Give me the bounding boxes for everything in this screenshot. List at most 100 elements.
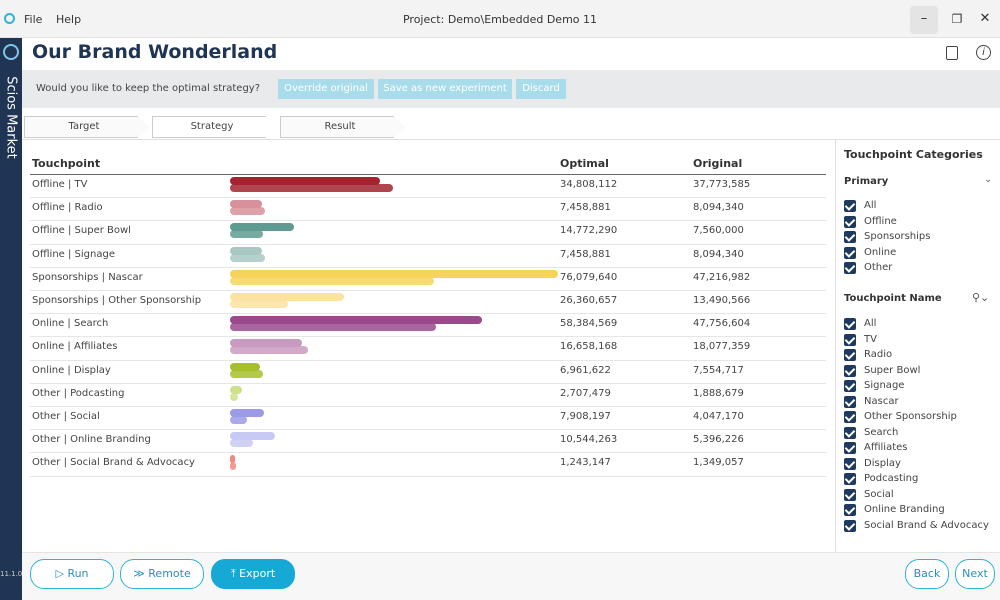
original-value: 13,490,566 bbox=[693, 295, 751, 306]
checkbox-label[interactable]: Search bbox=[864, 426, 899, 438]
info-icon[interactable]: i bbox=[976, 45, 991, 60]
original-bar bbox=[230, 207, 265, 216]
restore-button[interactable]: ❐ bbox=[951, 12, 963, 26]
original-value: 4,047,170 bbox=[693, 411, 744, 422]
tab[interactable] bbox=[152, 116, 278, 138]
checkbox[interactable] bbox=[844, 411, 856, 423]
checkbox[interactable] bbox=[844, 262, 856, 274]
checkbox-label[interactable]: Online Branding bbox=[864, 504, 945, 515]
checkbox-label[interactable]: Radio bbox=[864, 349, 893, 360]
optimal-bar bbox=[230, 200, 263, 209]
checkbox-label[interactable]: Offline bbox=[864, 215, 897, 227]
row-rule bbox=[30, 406, 826, 407]
prompt-button[interactable]: Save as new experiment bbox=[378, 79, 512, 99]
checkbox-label[interactable]: Signage bbox=[864, 380, 905, 391]
checkbox-label[interactable]: Sponsorships bbox=[864, 231, 931, 242]
filter-label: Touchpoint Name bbox=[844, 293, 942, 304]
optimal-bar bbox=[230, 455, 236, 464]
checkbox[interactable] bbox=[844, 333, 856, 346]
checkbox-label[interactable]: TV bbox=[864, 333, 877, 345]
original-value: 7,554,717 bbox=[693, 364, 744, 376]
checkbox-label[interactable]: All bbox=[864, 200, 877, 211]
header-rule bbox=[30, 174, 826, 175]
row-label: Offline | TV bbox=[32, 179, 88, 190]
button-label[interactable]: Remote bbox=[148, 567, 191, 580]
checkbox[interactable] bbox=[844, 426, 856, 439]
checkbox[interactable] bbox=[844, 364, 856, 377]
optimal-bar bbox=[230, 223, 294, 232]
row-label: Online | Affiliates bbox=[32, 341, 118, 353]
original-bar bbox=[230, 300, 289, 308]
button-label[interactable]: Run bbox=[67, 567, 89, 580]
minimize-button[interactable]: – bbox=[910, 6, 938, 34]
checkbox-label[interactable]: Online bbox=[864, 246, 897, 258]
checkbox-label[interactable]: Nascar bbox=[864, 395, 899, 407]
checkbox-label[interactable]: Display bbox=[864, 457, 901, 469]
prompt-button[interactable]: Override original bbox=[278, 79, 374, 99]
prompt-button[interactable]: Discard bbox=[516, 79, 566, 99]
header-icon[interactable] bbox=[946, 46, 958, 60]
checkbox-label[interactable]: Super Bowl bbox=[864, 364, 921, 376]
optimal-value: 34,808,112 bbox=[560, 179, 618, 190]
checkbox[interactable] bbox=[844, 318, 856, 330]
collapse-arrow[interactable]: ⌄ bbox=[984, 174, 993, 185]
checkbox[interactable] bbox=[844, 231, 856, 243]
checkbox[interactable] bbox=[844, 442, 856, 454]
row-label: Other | Podcasting bbox=[32, 387, 125, 399]
prompt-question: Would you like to keep the optimal strat… bbox=[36, 83, 261, 94]
version: 11.1.0-S bbox=[0, 570, 22, 578]
row-rule bbox=[30, 382, 826, 384]
menu-item[interactable]: File bbox=[24, 13, 43, 26]
tab-label[interactable]: Result bbox=[324, 121, 356, 132]
optimal-value: 2,707,479 bbox=[560, 387, 611, 399]
close-button[interactable]: ✕ bbox=[979, 11, 991, 26]
row-rule bbox=[30, 220, 826, 222]
checkbox[interactable] bbox=[844, 473, 856, 485]
footer-button[interactable]: Next bbox=[955, 559, 995, 589]
original-bar bbox=[230, 439, 254, 448]
row-rule bbox=[30, 475, 826, 477]
row-rule bbox=[30, 359, 826, 361]
checkbox[interactable] bbox=[844, 488, 856, 501]
checkbox-label[interactable]: Social bbox=[864, 488, 894, 500]
checkbox[interactable] bbox=[844, 457, 856, 470]
footer-button[interactable]: ▷ Run bbox=[30, 559, 114, 589]
menu-item[interactable]: Help bbox=[56, 13, 82, 26]
checkbox-label[interactable]: All bbox=[864, 318, 877, 329]
tab[interactable] bbox=[24, 116, 150, 138]
tab-label[interactable]: Target bbox=[68, 121, 100, 132]
optimal-value: 26,360,657 bbox=[560, 295, 618, 306]
project-name: Project: Demo\Embedded Demo 11 bbox=[402, 13, 598, 26]
checkbox-label[interactable]: Podcasting bbox=[864, 473, 919, 484]
checkbox[interactable] bbox=[844, 395, 856, 408]
checkbox[interactable] bbox=[844, 349, 856, 361]
checkbox[interactable] bbox=[844, 200, 856, 212]
original-value: 47,216,982 bbox=[693, 271, 751, 283]
original-bar bbox=[230, 369, 263, 378]
optimal-value: 6,961,622 bbox=[560, 364, 611, 376]
original-bar bbox=[230, 346, 308, 355]
checkbox-label[interactable]: Other Sponsorship bbox=[864, 411, 957, 422]
footer-button[interactable]: Back bbox=[905, 559, 949, 589]
checkbox[interactable] bbox=[844, 504, 856, 516]
checkbox[interactable] bbox=[844, 246, 856, 259]
checkbox-label[interactable]: Affiliates bbox=[864, 442, 908, 453]
filter-label: Primary bbox=[844, 176, 889, 187]
optimal-value: 7,908,197 bbox=[560, 411, 611, 422]
app-icon bbox=[4, 13, 15, 24]
footer-button[interactable]: ≫ Remote bbox=[120, 559, 204, 589]
checkbox-label[interactable]: Other bbox=[864, 262, 893, 273]
row-label: Online | Display bbox=[32, 364, 111, 376]
tab-label[interactable]: Strategy bbox=[190, 121, 234, 132]
checkbox-label[interactable]: Social Brand & Advocacy bbox=[864, 519, 989, 531]
optimal-bar bbox=[230, 269, 558, 278]
search-icon[interactable]: ⚲⌄ bbox=[972, 291, 990, 304]
button-label[interactable]: Export bbox=[239, 567, 276, 580]
checkbox[interactable] bbox=[844, 215, 856, 228]
checkbox[interactable] bbox=[844, 519, 856, 532]
tab[interactable] bbox=[280, 116, 406, 138]
row-label: Sponsorships | Other Sponsorship bbox=[32, 295, 202, 306]
checkbox[interactable] bbox=[844, 380, 856, 392]
footer-button[interactable]: ⤒ Export bbox=[211, 559, 295, 589]
original-bar bbox=[230, 392, 239, 401]
